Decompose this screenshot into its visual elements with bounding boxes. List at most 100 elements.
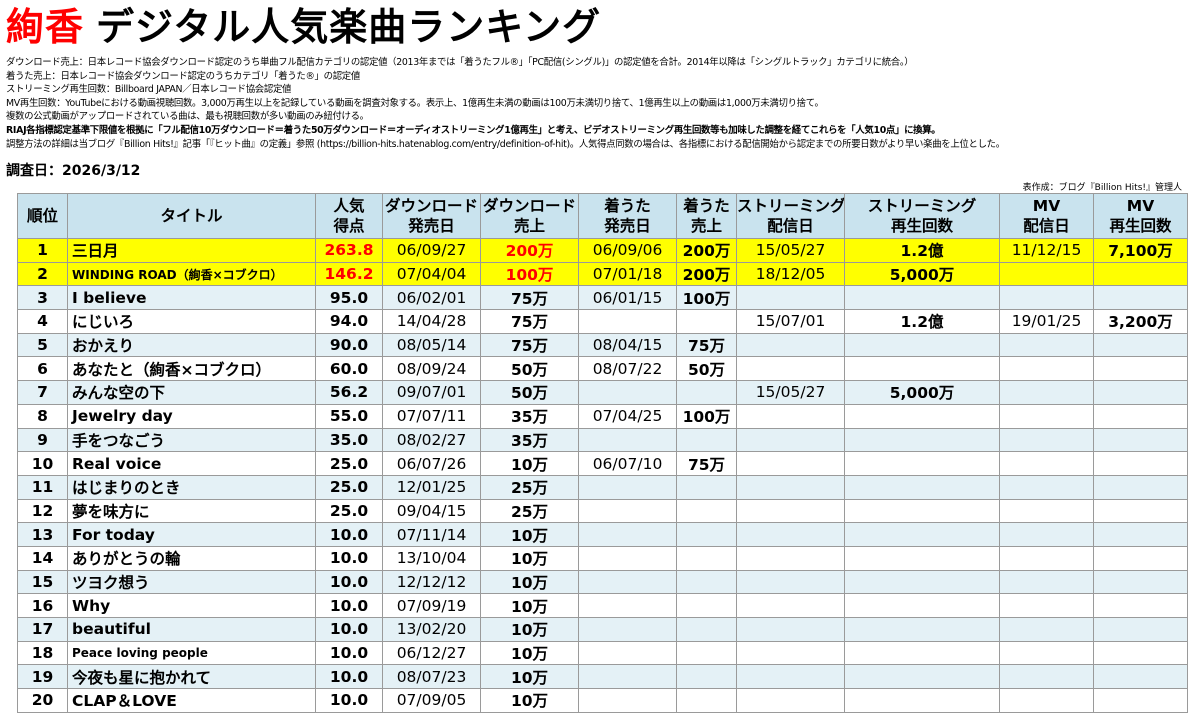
rank-cell: 16 [17, 593, 68, 618]
note-method: 調整方法の詳細は当ブログ『Billion Hits!』記事「『ヒット曲』の定義」… [6, 138, 1005, 150]
header-chaku-sales-line2: 売上 [690, 217, 722, 235]
score-cell: 10.0 [315, 593, 383, 618]
rank-cell: 14 [17, 545, 68, 571]
mv-date-cell [999, 593, 1094, 618]
header-rank: 順位 [17, 193, 68, 239]
title-cell: にじいろ [67, 309, 316, 334]
chaku-sales-cell: 200万 [676, 238, 737, 263]
dl-sales-cell: 25万 [480, 498, 579, 524]
dl-date-cell: 08/07/23 [382, 664, 481, 690]
mv-count-cell [1093, 617, 1188, 642]
score-cell: 56.2 [315, 380, 383, 405]
dl-date-cell: 06/12/27 [382, 640, 481, 666]
mv-count-cell [1093, 451, 1188, 476]
mv-count-cell [1093, 545, 1188, 571]
dl-date-cell: 07/09/19 [382, 593, 481, 618]
st-count-cell [844, 427, 1000, 453]
chaku-date-cell: 07/04/25 [578, 403, 677, 429]
chaku-sales-cell [676, 427, 737, 453]
st-count-cell [844, 285, 1000, 311]
st-count-cell [844, 688, 1000, 713]
page-title-text: デジタル人気楽曲ランキング [96, 5, 602, 49]
mv-date-cell [999, 664, 1094, 690]
table-row: 6 あなたと（絢香×コブクロ） 60.0 08/09/24 50万 08/07/22 50万 [17, 356, 1188, 382]
mv-date-cell [999, 522, 1094, 547]
mv-count-cell [1093, 474, 1188, 500]
mv-date-cell [999, 380, 1094, 405]
st-count-cell [844, 522, 1000, 547]
dl-date-cell: 07/11/14 [382, 522, 481, 547]
dl-sales-cell: 50万 [480, 356, 579, 382]
chaku-sales-cell [676, 309, 737, 334]
mv-date-cell [999, 617, 1094, 642]
rank-cell: 20 [17, 688, 68, 713]
rank-cell: 10 [17, 451, 68, 476]
title-cell: あなたと（絢香×コブクロ） [67, 356, 316, 382]
chaku-date-cell [578, 498, 677, 524]
rank-cell: 9 [17, 427, 68, 453]
dl-sales-cell: 35万 [480, 403, 579, 429]
table-row: 16 Why 10.0 07/09/19 10万 [17, 593, 1188, 618]
chaku-date-cell [578, 688, 677, 713]
table-row: 14 ありがとうの輪 10.0 13/10/04 10万 [17, 545, 1188, 571]
dl-date-cell: 08/05/14 [382, 332, 481, 358]
st-date-cell [736, 427, 845, 453]
mv-count-cell: 3,200万 [1093, 309, 1188, 334]
score-cell: 146.2 [315, 261, 383, 287]
score-cell: 10.0 [315, 664, 383, 690]
table-row: 2 WINDING ROAD（絢香×コブクロ） 146.2 07/04/04 100万 0… [17, 261, 1188, 287]
table-row: 9 手をつなごう 35.0 08/02/27 35万 [17, 427, 1188, 453]
score-cell: 263.8 [315, 238, 383, 263]
mv-count-cell: 7,100万 [1093, 238, 1188, 263]
dl-sales-cell: 10万 [480, 617, 579, 642]
mv-count-cell [1093, 569, 1188, 595]
st-count-cell [844, 545, 1000, 571]
dl-sales-cell: 10万 [480, 688, 579, 713]
mv-count-cell [1093, 664, 1188, 690]
header-dl-sales: ダウンロード 売上 [480, 193, 579, 239]
dl-date-cell: 07/09/05 [382, 688, 481, 713]
title-cell: WINDING ROAD（絢香×コブクロ） [67, 261, 316, 287]
st-date-cell [736, 285, 845, 311]
title-cell: CLAP＆LOVE [67, 688, 316, 713]
table-row: 10 Real voice 25.0 06/07/26 10万 06/07/10 75万 [17, 451, 1188, 476]
chaku-date-cell: 06/07/10 [578, 451, 677, 476]
chaku-date-cell [578, 380, 677, 405]
st-date-cell [736, 403, 845, 429]
dl-sales-cell: 100万 [480, 261, 579, 287]
header-st-date: ストリーミング 配信日 [736, 193, 845, 239]
header-mv-date: MV 配信日 [999, 193, 1094, 239]
dl-sales-cell: 75万 [480, 332, 579, 358]
chaku-sales-cell: 100万 [676, 285, 737, 311]
header-dl-date-line2: 発売日 [408, 217, 455, 235]
title-cell: Peace loving people [67, 640, 316, 666]
chaku-date-cell [578, 427, 677, 453]
score-cell: 25.0 [315, 474, 383, 500]
title-cell: 夢を味方に [67, 498, 316, 524]
chaku-date-cell: 06/09/06 [578, 238, 677, 263]
rank-cell: 3 [17, 285, 68, 311]
header-score: 人気 得点 [315, 193, 383, 239]
survey-date: 調査日：2026/3/12 [6, 163, 141, 179]
mv-date-cell [999, 261, 1094, 287]
rank-cell: 1 [17, 238, 68, 263]
title-cell: Why [67, 593, 316, 618]
rank-cell: 19 [17, 664, 68, 690]
table-credit: 表作成：ブログ『Billion Hits!』管理人 [1022, 183, 1182, 193]
rank-cell: 18 [17, 640, 68, 666]
st-date-cell [736, 569, 845, 595]
mv-count-cell [1093, 498, 1188, 524]
header-dl-sales-line1: ダウンロード [482, 197, 576, 215]
mv-date-cell [999, 569, 1094, 595]
table-row: 19 今夜も星に抱かれて 10.0 08/07/23 10万 [17, 664, 1188, 690]
title-cell: Real voice [67, 451, 316, 476]
st-date-cell [736, 356, 845, 382]
score-cell: 10.0 [315, 545, 383, 571]
st-date-cell [736, 664, 845, 690]
chaku-date-cell: 08/07/22 [578, 356, 677, 382]
table-row: 7 みんな空の下 56.2 09/07/01 50万 15/05/27 5,000万 [17, 380, 1188, 405]
chaku-date-cell [578, 569, 677, 595]
st-count-cell [844, 664, 1000, 690]
header-mv-count-line2: 再生回数 [1109, 217, 1172, 235]
dl-date-cell: 06/09/27 [382, 238, 481, 263]
